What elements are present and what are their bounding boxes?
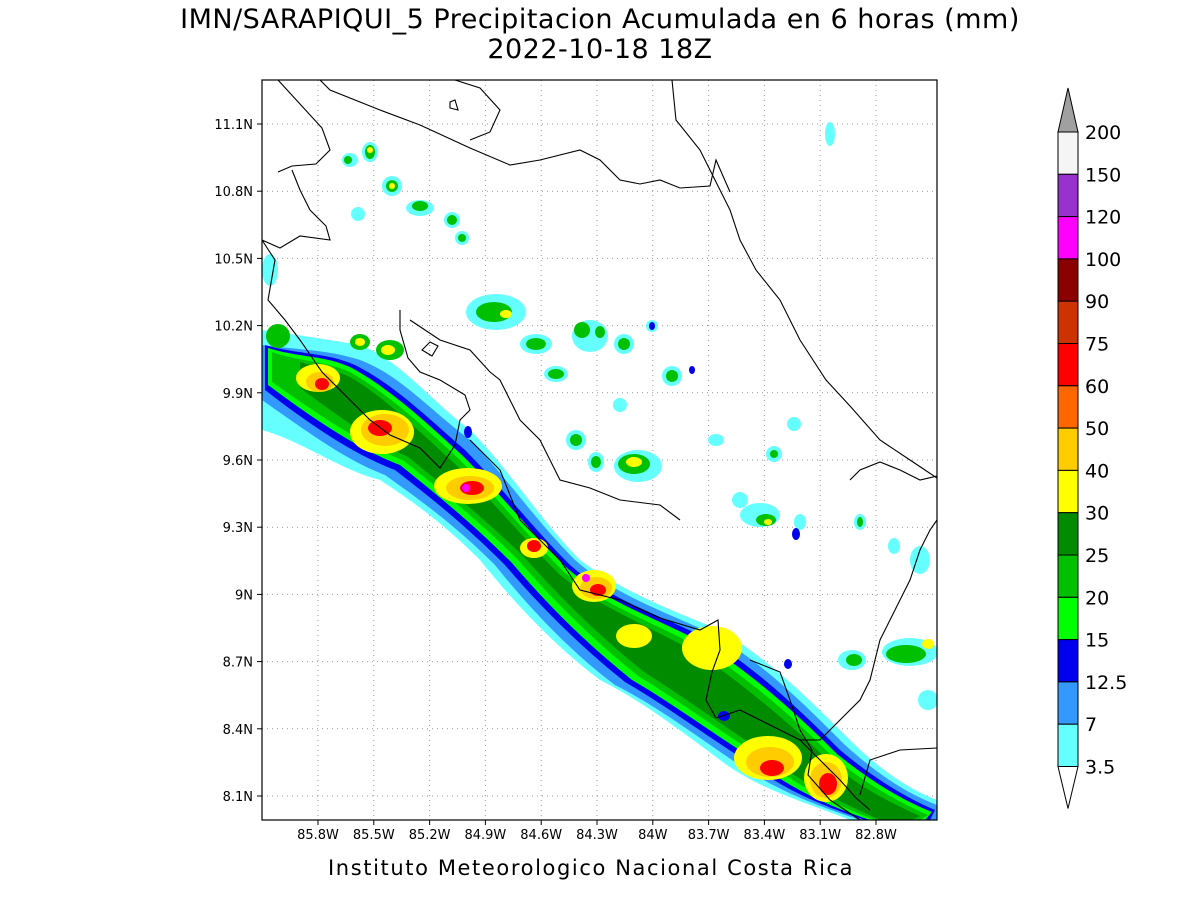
lat-tick-label: 9.9N bbox=[223, 387, 253, 402]
panama-pacific-coast bbox=[859, 747, 937, 796]
latitude-axis: 11.1N 10.8N 10.5N 10.2N 9.9N 9.6N 9.3N 9N 8.7N 8.… bbox=[214, 118, 262, 805]
central-pacific-coast bbox=[469, 439, 871, 811]
longitude-axis: 85.8W 85.5W 85.2W 84.9W 84.6W 84.3W 84W 83.7W 83… bbox=[297, 820, 897, 843]
lon-tick-label: 84.6W bbox=[520, 828, 562, 843]
colorbar-swatch bbox=[1057, 512, 1079, 556]
lat-tick-label: 11.1N bbox=[214, 118, 253, 133]
lon-tick-label: 84.3W bbox=[576, 828, 618, 843]
lon-tick-label: 84W bbox=[638, 828, 668, 843]
map-frame bbox=[261, 79, 938, 821]
lat-tick-label: 8.1N bbox=[223, 790, 253, 805]
colorbar-level-label: 3.5 bbox=[1085, 757, 1115, 779]
precipitation-colorbar: 200 150 120 100 90 75 60 50 40 30 25 20 15 12.5 7 3.5 bbox=[1057, 87, 1127, 809]
colorbar-level-label: 200 bbox=[1085, 122, 1121, 144]
nicoya-north-coast bbox=[262, 169, 331, 249]
map-title: IMN/SARAPIQUI_5 Precipitacion Acumulada … bbox=[180, 4, 1020, 35]
lon-tick-label: 85.5W bbox=[353, 828, 395, 843]
colorbar-swatch bbox=[1057, 258, 1079, 302]
lat-tick-label: 9.6N bbox=[223, 454, 253, 469]
lat-tick-label: 9.3N bbox=[223, 521, 253, 536]
nicaragua-costa-rica-border bbox=[319, 80, 731, 193]
colorbar-min-triangle bbox=[1057, 766, 1079, 809]
colorbar-level-label: 100 bbox=[1085, 249, 1121, 271]
colorbar-swatch bbox=[1057, 639, 1079, 683]
colorbar-swatch bbox=[1057, 681, 1079, 725]
colorbar-level-label: 15 bbox=[1085, 630, 1109, 652]
lat-tick-label: 10.5N bbox=[214, 252, 253, 267]
colorbar-swatch bbox=[1057, 131, 1079, 175]
colorbar-swatch bbox=[1057, 300, 1079, 345]
lat-tick-label: 8.4N bbox=[223, 723, 253, 738]
colorbar-level-label: 50 bbox=[1085, 418, 1109, 440]
lon-tick-label: 82.8W bbox=[855, 828, 897, 843]
lon-tick-label: 85.2W bbox=[409, 828, 451, 843]
colorbar-level-label: 12.5 bbox=[1085, 672, 1127, 694]
precip-scattered-cells bbox=[262, 122, 937, 721]
colorbar-level-label: 90 bbox=[1085, 291, 1109, 313]
nicaragua-coastline bbox=[277, 80, 331, 173]
lat-tick-label: 9N bbox=[235, 588, 253, 603]
colorbar-level-label: 40 bbox=[1085, 460, 1109, 482]
colorbar-level-label: 7 bbox=[1085, 714, 1097, 736]
colorbar-max-triangle bbox=[1057, 87, 1079, 133]
colorbar-level-label: 120 bbox=[1085, 207, 1121, 229]
colorbar-swatch bbox=[1057, 596, 1079, 641]
colorbar-level-label: 25 bbox=[1085, 545, 1109, 567]
precip-core-120mm bbox=[462, 484, 590, 582]
island-outline bbox=[449, 99, 459, 111]
colorbar-swatch bbox=[1057, 216, 1079, 260]
colorbar-swatch bbox=[1057, 469, 1079, 514]
colorbar-swatch bbox=[1057, 723, 1079, 768]
colorbar-level-label: 20 bbox=[1085, 587, 1109, 609]
lon-tick-label: 85.8W bbox=[297, 828, 339, 843]
colorbar-swatch bbox=[1057, 343, 1079, 387]
footer-credit: Instituto Meteorologico Nacional Costa R… bbox=[328, 856, 855, 880]
lat-tick-label: 8.7N bbox=[223, 656, 253, 671]
pacific-coast-nicoya bbox=[262, 239, 471, 469]
colorbar-level-label: 75 bbox=[1085, 334, 1109, 356]
lake-outline bbox=[421, 341, 439, 357]
lon-tick-label: 84.9W bbox=[464, 828, 506, 843]
bocas-coast bbox=[849, 461, 937, 481]
colorbar-level-label: 60 bbox=[1085, 376, 1109, 398]
lon-tick-label: 83.7W bbox=[688, 828, 730, 843]
gulf-of-nicoya bbox=[409, 319, 681, 521]
coastlines-borders bbox=[262, 80, 937, 820]
lat-tick-label: 10.2N bbox=[214, 320, 253, 335]
chiriqui-coast bbox=[800, 519, 937, 741]
lake-nicaragua-shore bbox=[454, 80, 501, 141]
colorbar-swatch bbox=[1057, 173, 1079, 218]
lon-tick-label: 83.4W bbox=[743, 828, 785, 843]
precipitation-field bbox=[262, 122, 937, 820]
colorbar-swatch bbox=[1057, 385, 1079, 429]
caribbean-coast bbox=[671, 80, 937, 479]
colorbar-level-label: 150 bbox=[1085, 164, 1121, 186]
colorbar-level-label: 30 bbox=[1085, 503, 1109, 525]
colorbar-swatch bbox=[1057, 554, 1079, 598]
lon-tick-label: 83.1W bbox=[799, 828, 841, 843]
map-datetime: 2022-10-18 18Z bbox=[487, 34, 713, 65]
lat-tick-label: 10.8N bbox=[214, 185, 253, 200]
colorbar-swatch bbox=[1057, 427, 1079, 471]
